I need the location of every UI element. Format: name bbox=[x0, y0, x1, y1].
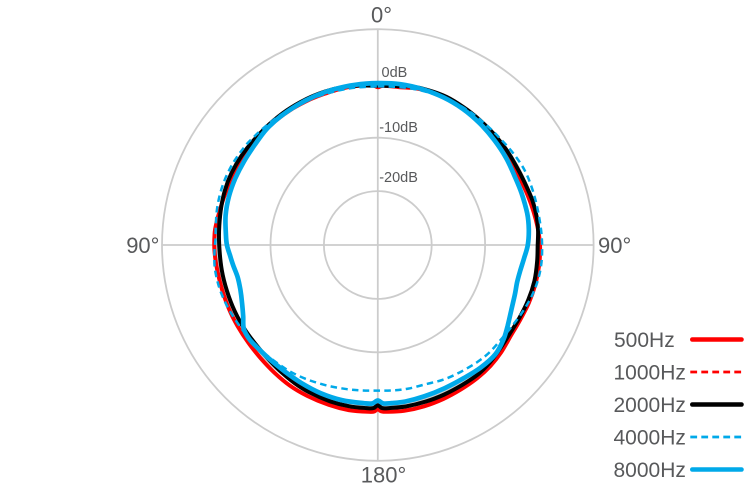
svg-text:0dB: 0dB bbox=[382, 65, 408, 81]
svg-text:0°: 0° bbox=[371, 3, 392, 28]
svg-text:4000Hz: 4000Hz bbox=[614, 426, 686, 449]
svg-text:90°: 90° bbox=[598, 233, 631, 258]
svg-text:500Hz: 500Hz bbox=[614, 329, 675, 352]
svg-text:-20dB: -20dB bbox=[379, 170, 418, 186]
svg-text:180°: 180° bbox=[361, 463, 407, 488]
svg-text:8000Hz: 8000Hz bbox=[614, 459, 686, 482]
svg-text:1000Hz: 1000Hz bbox=[614, 361, 686, 384]
svg-text:-10dB: -10dB bbox=[379, 120, 418, 136]
svg-text:2000Hz: 2000Hz bbox=[614, 394, 686, 417]
svg-text:90°: 90° bbox=[126, 233, 159, 258]
